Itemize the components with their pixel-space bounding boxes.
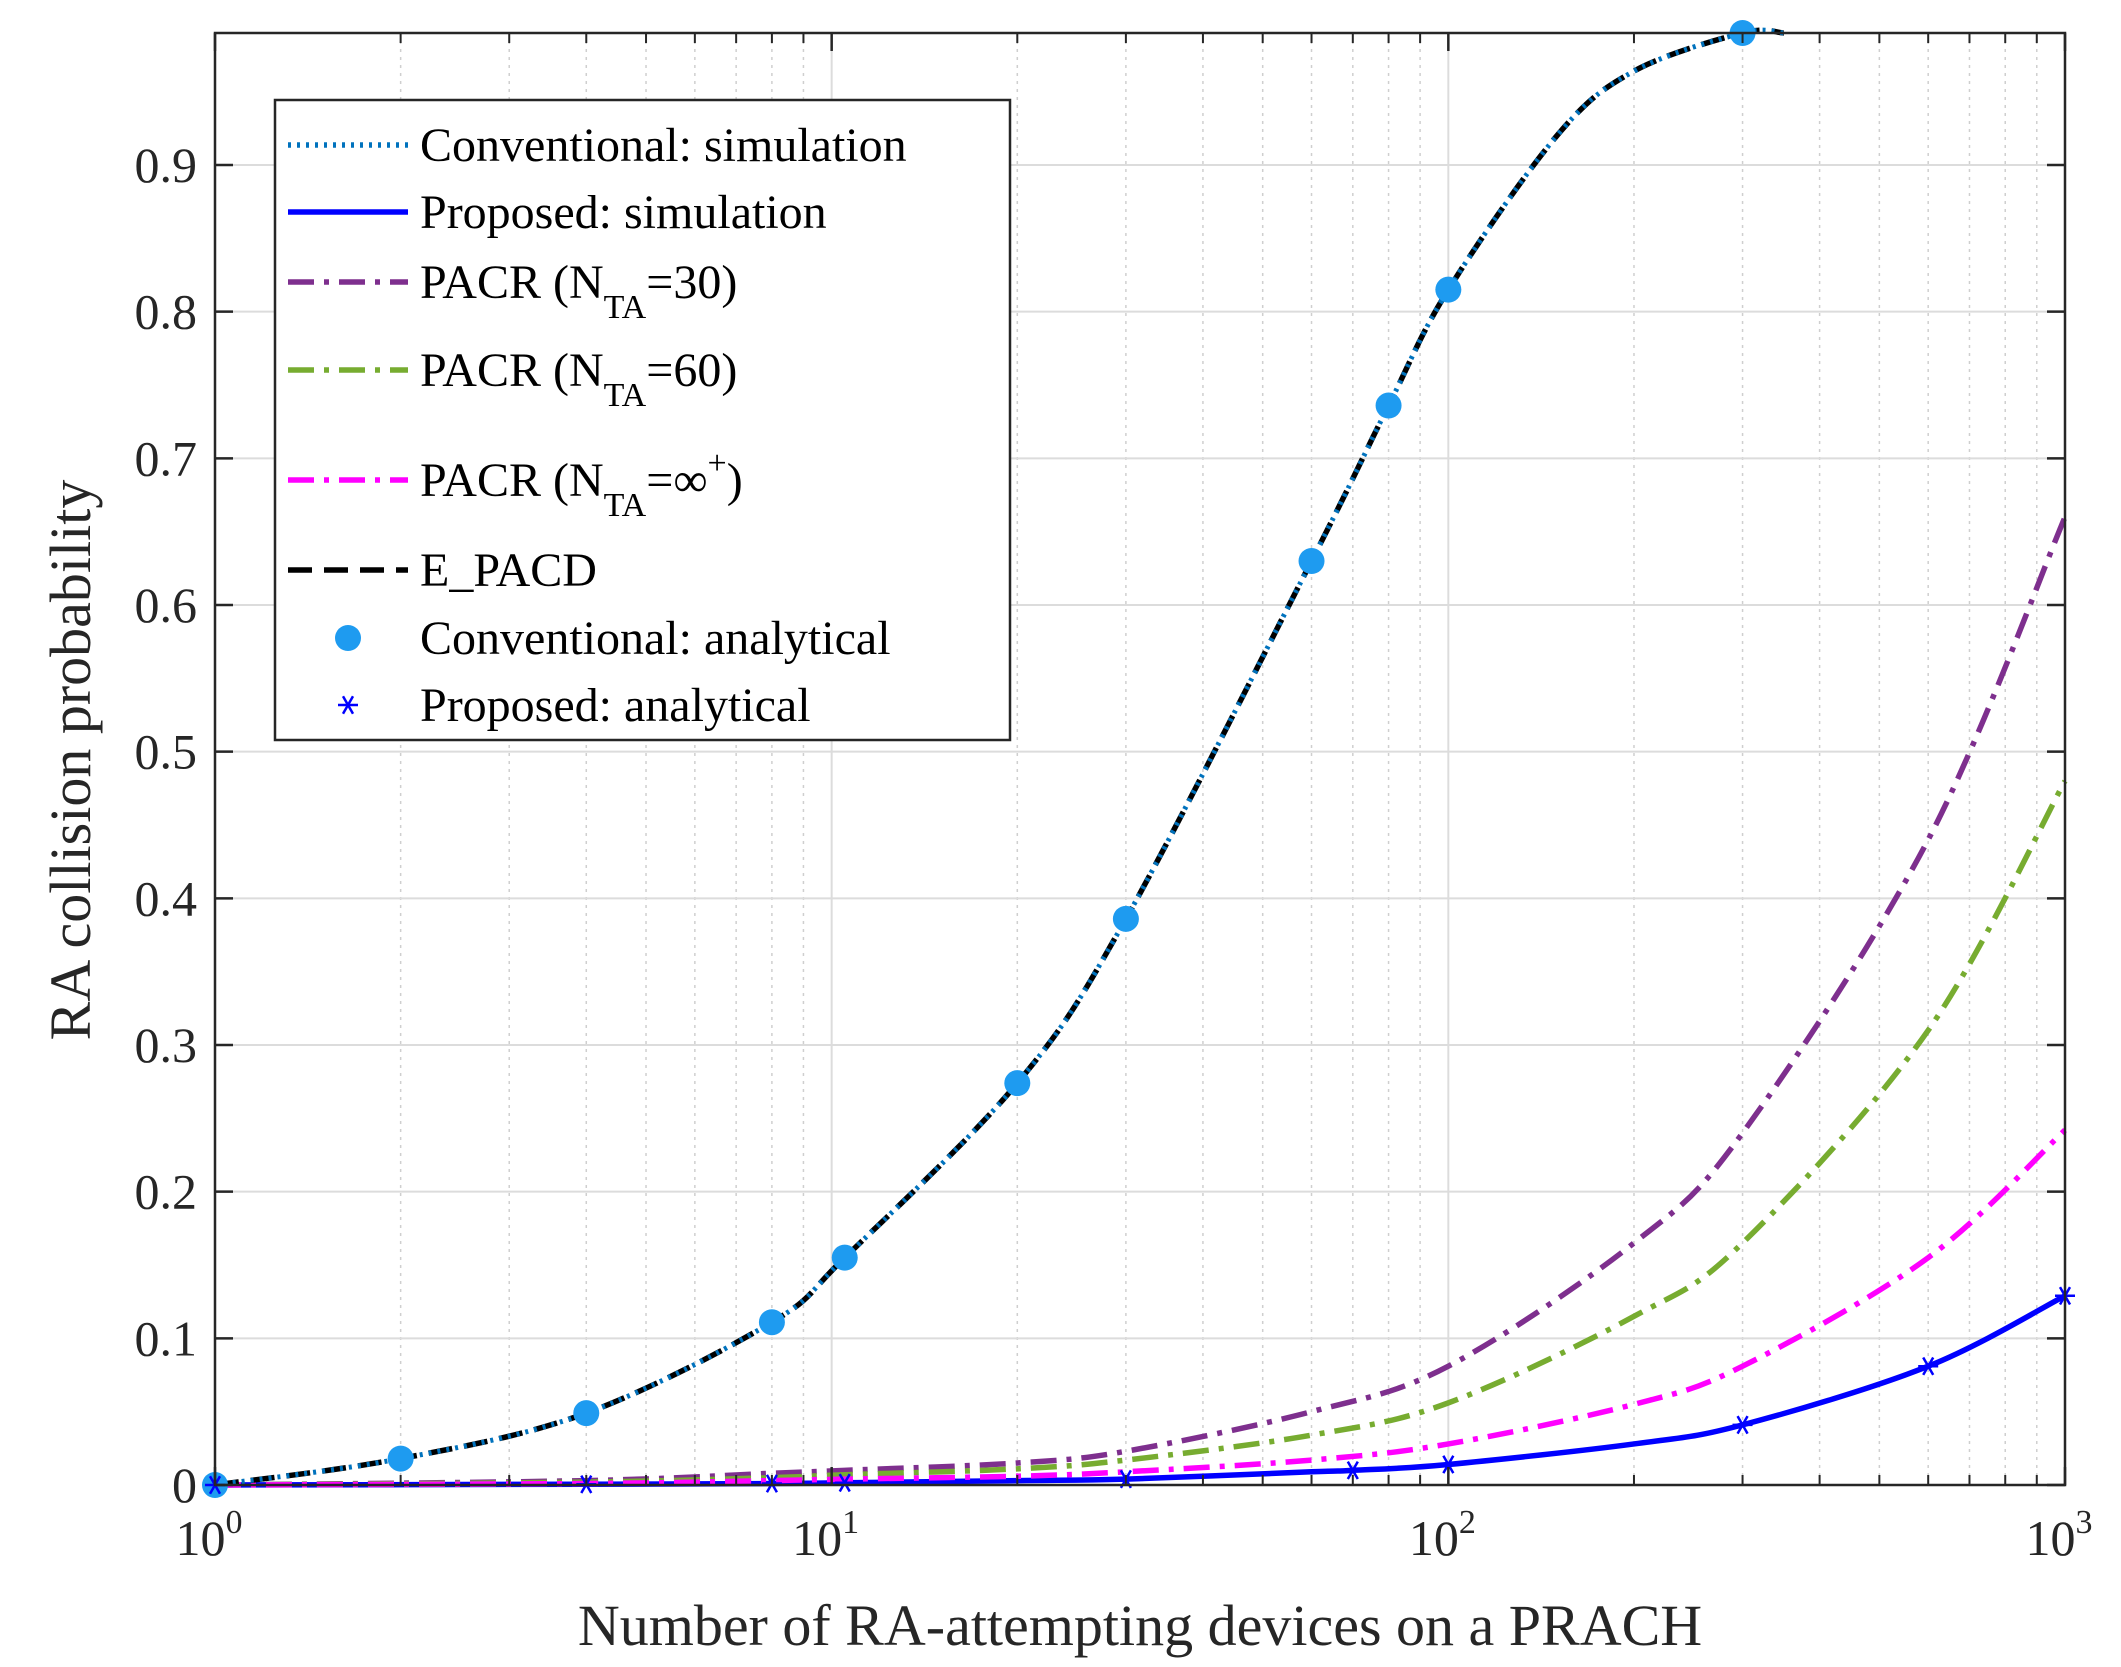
x-tick-label: 100: [176, 1504, 243, 1566]
data-point-asterisk: [834, 1473, 855, 1493]
data-point-circle: [1112, 905, 1139, 932]
series-line-3: [214, 779, 2068, 1488]
legend: Conventional: simulation Proposed: simula…: [273, 98, 1012, 742]
legend-label: Conventional: simulation: [420, 119, 907, 172]
legend-label: PACR (NTA=∞+): [420, 445, 743, 524]
legend-entry-0: Conventional: simulation: [288, 119, 907, 172]
y-tick-label: 0.8: [135, 284, 198, 340]
data-point-asterisk: [1918, 1356, 1939, 1376]
data-point-asterisk: [1438, 1455, 1459, 1474]
series-line-5: [214, 27, 1785, 1488]
data-point-circle: [1375, 392, 1402, 419]
y-tick-label: 0.6: [135, 577, 198, 633]
y-tick-label: 0.9: [135, 137, 198, 193]
x-tick-label: 103: [2026, 1504, 2093, 1566]
x-tick-label: 101: [792, 1504, 859, 1566]
legend-swatch: [335, 625, 361, 651]
data-point-circle: [758, 1309, 785, 1336]
data-point-circle: [831, 1244, 858, 1271]
legend-entry-2: PACR (NTA=30): [288, 256, 737, 326]
data-point-circle: [573, 1400, 600, 1427]
legend-label: Conventional: analytical: [420, 612, 891, 665]
legend-label: E_PACD: [420, 544, 597, 597]
y-axis-label: RA collision probability: [38, 480, 103, 1041]
legend-entry-6: Conventional: analytical: [335, 612, 891, 665]
legend-entry-3: PACR (NTA=60): [288, 344, 737, 414]
y-tick-label: 0.3: [135, 1017, 198, 1073]
data-point-asterisk: [1342, 1461, 1363, 1480]
series-line-4: [214, 1128, 2067, 1488]
data-point-circle: [387, 1445, 414, 1472]
legend-entry-4: PACR (NTA=∞+): [288, 445, 743, 524]
x-tick-label: 102: [1409, 1504, 1476, 1566]
y-tick-label: 0: [172, 1457, 197, 1513]
plot-markers: [202, 20, 2075, 1498]
legend-label: Proposed: analytical: [420, 679, 811, 732]
series-line-2: [214, 515, 2068, 1488]
plot-frame: [213, 31, 2067, 1487]
y-tick-label: 0.1: [135, 1310, 198, 1366]
data-point-asterisk: [1732, 1415, 1753, 1435]
y-tick-label: 0.7: [135, 430, 198, 486]
y-tick-label: 0.4: [135, 870, 198, 926]
grid: [214, 33, 2066, 1486]
legend-label: PACR (NTA=60): [420, 344, 737, 414]
data-point-circle: [1435, 276, 1462, 303]
data-point-circle: [1004, 1070, 1031, 1097]
legend-label: PACR (NTA=30): [420, 256, 737, 326]
legend-entry-5: E_PACD: [288, 544, 597, 597]
legend-label: Proposed: simulation: [420, 186, 827, 239]
legend-entry-1: Proposed: simulation: [288, 186, 827, 239]
y-tick-label: 0.5: [135, 724, 198, 780]
axis-ticks: 0 0.1 0.2 0.3 0.4 0.5 0.6 0.7 0.8 0.9 100 101 102 103: [135, 33, 2093, 1566]
data-point-circle: [1298, 548, 1325, 574]
legend-swatch: [338, 695, 358, 715]
legend-entry-7: Proposed: analytical: [338, 679, 811, 732]
x-axis-label: Number of RA-attempting devices on a PRA…: [578, 1593, 1702, 1658]
legend-box: [273, 98, 1012, 742]
y-tick-label: 0.2: [135, 1164, 198, 1220]
